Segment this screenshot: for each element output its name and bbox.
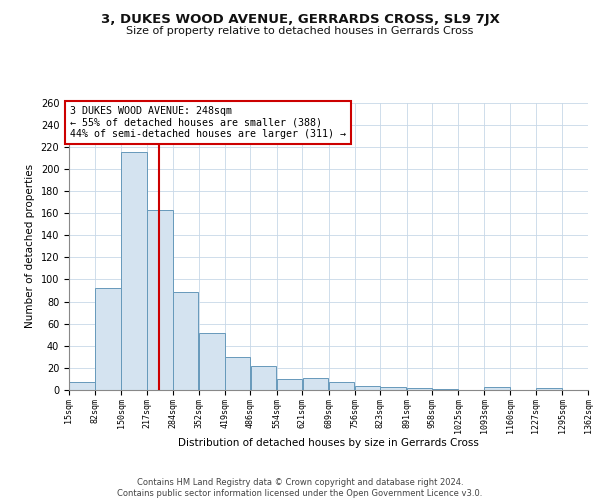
Bar [277, 379, 302, 390]
Bar [121, 152, 147, 390]
Text: Size of property relative to detached houses in Gerrards Cross: Size of property relative to detached ho… [127, 26, 473, 36]
X-axis label: Distribution of detached houses by size in Gerrards Cross: Distribution of detached houses by size … [178, 438, 479, 448]
Bar [95, 288, 121, 390]
Y-axis label: Number of detached properties: Number of detached properties [25, 164, 35, 328]
Bar [536, 388, 562, 390]
Bar [355, 386, 380, 390]
Text: 3, DUKES WOOD AVENUE, GERRARDS CROSS, SL9 7JX: 3, DUKES WOOD AVENUE, GERRARDS CROSS, SL… [101, 12, 499, 26]
Bar [329, 382, 355, 390]
Bar [302, 378, 328, 390]
Bar [173, 292, 199, 390]
Bar [69, 382, 95, 390]
Bar [433, 389, 458, 390]
Bar [407, 388, 432, 390]
Bar [251, 366, 276, 390]
Bar [225, 357, 250, 390]
Bar [147, 210, 173, 390]
Bar [484, 386, 510, 390]
Bar [380, 386, 406, 390]
Bar [199, 332, 224, 390]
Text: Contains HM Land Registry data © Crown copyright and database right 2024.
Contai: Contains HM Land Registry data © Crown c… [118, 478, 482, 498]
Text: 3 DUKES WOOD AVENUE: 248sqm
← 55% of detached houses are smaller (388)
44% of se: 3 DUKES WOOD AVENUE: 248sqm ← 55% of det… [70, 106, 346, 139]
